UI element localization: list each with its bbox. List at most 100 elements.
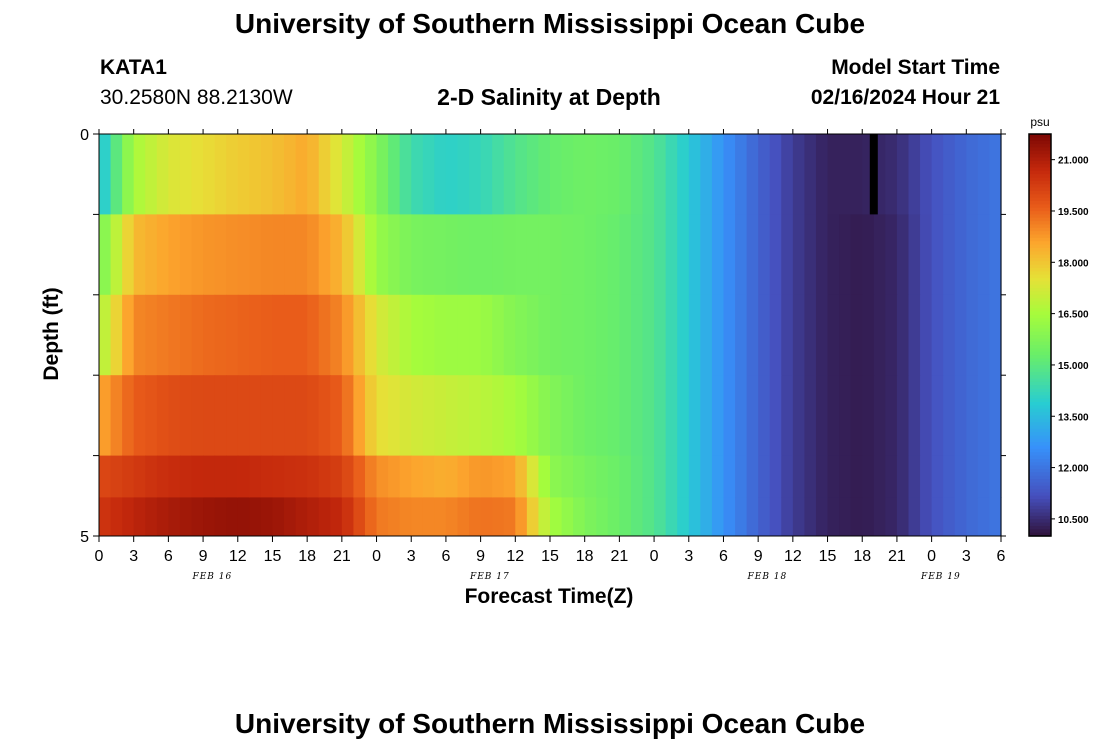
colorbar-segment [1029, 137, 1051, 142]
page-title: University of Southern Mississippi Ocean… [234, 8, 866, 39]
heatmap-cell [792, 214, 806, 296]
heatmap-cell [179, 134, 193, 215]
heatmap-cell [203, 375, 216, 457]
heatmap-cell [133, 134, 146, 215]
heatmap-cell [376, 134, 389, 215]
heatmap-cell [318, 214, 331, 296]
y-tick-label: 0 [80, 127, 89, 144]
heatmap-cell [226, 497, 239, 536]
colorbar-segment [1029, 378, 1051, 383]
x-tick-label: 18 [298, 548, 316, 565]
heatmap-cell [399, 294, 412, 376]
heatmap-cell [885, 134, 898, 215]
heatmap-cell [989, 214, 1002, 296]
heatmap-cell [191, 134, 204, 215]
colorbar-segment [1029, 154, 1051, 159]
heatmap-cell [792, 294, 806, 376]
heatmap-cell [920, 214, 933, 296]
colorbar-segment [1029, 505, 1051, 510]
colorbar-segment [1029, 251, 1051, 256]
heatmap-cell [156, 214, 169, 296]
colorbar-segment [1029, 489, 1051, 494]
x-tick-label: 0 [927, 548, 936, 565]
heatmap-cell [896, 214, 910, 296]
heatmap-cell [735, 294, 748, 376]
heatmap-cell [214, 497, 227, 536]
heatmap-cell [769, 497, 782, 536]
heatmap-cell [110, 134, 123, 215]
heatmap-cell [943, 134, 956, 215]
heatmap-cell [515, 214, 528, 296]
heatmap-cell [815, 375, 829, 457]
heatmap-cell [862, 375, 875, 457]
heatmap-cell [654, 497, 667, 536]
colorbar-segment [1029, 164, 1051, 169]
heatmap-cell [376, 294, 389, 376]
heatmap-cell [318, 455, 331, 499]
colorbar-segment [1029, 331, 1051, 336]
heatmap-cell [191, 214, 204, 296]
heatmap-cell [318, 497, 331, 536]
heatmap-cell [931, 214, 944, 296]
colorbar: psu 21.000 19.500 18.000 16.500 15.000 13.500 1… [1028, 115, 1089, 537]
heatmap-cell [515, 497, 528, 536]
heatmap-cell [538, 455, 551, 499]
heatmap-cell [665, 134, 678, 215]
heatmap-cell [422, 455, 435, 499]
heatmap-cell [318, 134, 331, 215]
heatmap-cell [792, 497, 806, 536]
heatmap-cell [700, 294, 713, 376]
heatmap-cell [179, 497, 193, 536]
heatmap-cell [353, 455, 366, 499]
heatmap-cell [989, 497, 1002, 536]
colorbar-segment [1029, 418, 1051, 423]
heatmap-cell [850, 497, 863, 536]
colorbar-segment [1029, 438, 1051, 443]
heatmap-cell [538, 294, 551, 376]
heatmap-cell [573, 214, 586, 296]
colorbar-segment [1029, 254, 1051, 259]
heatmap-cell [873, 497, 886, 536]
heatmap-cell [827, 497, 840, 536]
colorbar-segment [1029, 268, 1051, 272]
heatmap-cell [318, 294, 331, 376]
colorbar-segment [1029, 529, 1051, 534]
heatmap-cell [792, 134, 806, 215]
colorbar-tick-label: 12.000 [1058, 464, 1089, 475]
heatmap-cell [376, 375, 389, 457]
x-date-label: FEB 19 [920, 572, 961, 582]
heatmap-cell [665, 497, 678, 536]
heatmap-cell [318, 375, 331, 457]
heatmap-cell [422, 294, 435, 376]
colorbar-segment [1029, 321, 1051, 326]
heatmap-cell [434, 294, 447, 376]
x-tick-label: 12 [229, 548, 247, 565]
heatmap-cell [920, 497, 933, 536]
heatmap-cell [272, 294, 285, 376]
heatmap-cell [746, 497, 759, 536]
heatmap-cell [943, 294, 956, 376]
heatmap-cell [272, 134, 285, 215]
heatmap-cell [573, 294, 586, 376]
heatmap-cell [99, 134, 112, 215]
heatmap-cell [781, 497, 794, 536]
colorbar-segment [1029, 157, 1051, 162]
colorbar-segment [1029, 512, 1051, 517]
heatmap-cell [688, 214, 701, 296]
heatmap-cell [584, 375, 597, 457]
heatmap-cell [607, 455, 620, 499]
heatmap-cell [573, 375, 586, 457]
colorbar-segment [1029, 271, 1051, 276]
colorbar-segment [1029, 261, 1051, 266]
heatmap-cell [931, 455, 944, 499]
colorbar-segment [1029, 187, 1051, 192]
heatmap-cell [769, 294, 782, 376]
heatmap-cell [596, 455, 609, 499]
heatmap-cell [145, 294, 158, 376]
heatmap-cell [746, 134, 759, 215]
heatmap-cell [966, 214, 979, 296]
heatmap-cell [284, 134, 297, 215]
x-axis-ticks: 0 3 6 9 12 15 18 21 0 3 6 9 12 15 18 21 0 3 6 9 12 15 18 21 0 3 6 F… [95, 129, 1006, 582]
heatmap-cell [526, 375, 540, 457]
